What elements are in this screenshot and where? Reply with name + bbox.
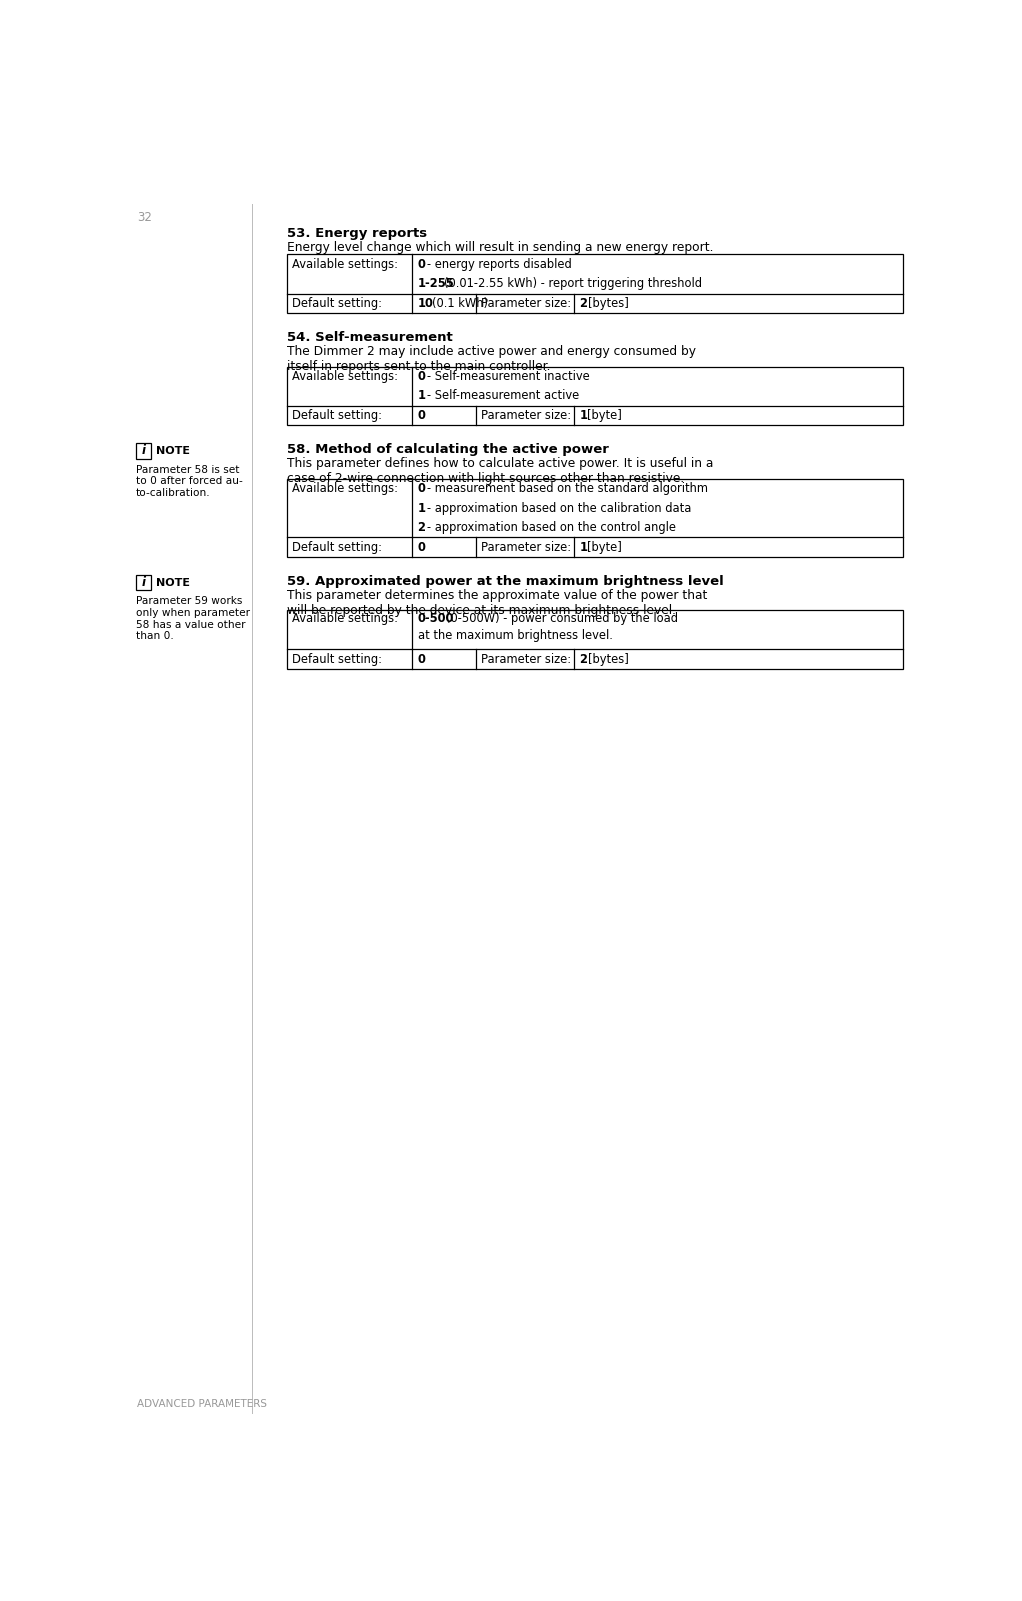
Text: 2: 2 — [579, 298, 588, 311]
Text: Parameter size:: Parameter size: — [481, 298, 571, 311]
Text: - approximation based on the calibration data: - approximation based on the calibration… — [426, 501, 691, 514]
Text: 2: 2 — [418, 522, 425, 535]
Text: Default setting:: Default setting: — [292, 541, 382, 554]
Text: 58. Method of calculating the active power: 58. Method of calculating the active pow… — [286, 443, 608, 456]
Text: 0: 0 — [418, 482, 425, 495]
Text: 0: 0 — [418, 410, 425, 423]
Text: Energy level change which will result in sending a new energy report.: Energy level change which will result in… — [286, 240, 713, 253]
Text: 0: 0 — [418, 258, 425, 271]
Text: 1: 1 — [418, 389, 425, 402]
Text: Parameter 58 is set
to 0 after forced au-
to-calibration.: Parameter 58 is set to 0 after forced au… — [136, 464, 242, 498]
Text: 0: 0 — [418, 653, 425, 666]
Text: (0.1 kWh): (0.1 kWh) — [431, 298, 487, 311]
Text: Available settings:: Available settings: — [292, 258, 398, 271]
Bar — [286, 610, 902, 669]
Text: [bytes]: [bytes] — [589, 653, 630, 666]
Bar — [286, 255, 902, 314]
Text: - Self-measurement active: - Self-measurement active — [426, 389, 578, 402]
Text: This parameter determines the approximate value of the power that
will be report: This parameter determines the approximat… — [286, 589, 707, 616]
Text: ADVANCED PARAMETERS: ADVANCED PARAMETERS — [137, 1399, 267, 1409]
Text: - approximation based on the control angle: - approximation based on the control ang… — [426, 522, 676, 535]
Text: This parameter defines how to calculate active power. It is useful in a
case of : This parameter defines how to calculate … — [286, 456, 713, 485]
Text: Parameter size:: Parameter size: — [481, 410, 571, 423]
Text: i: i — [141, 445, 145, 458]
Text: Parameter 59 works
only when parameter
58 has a value other
than 0.: Parameter 59 works only when parameter 5… — [136, 596, 249, 640]
Text: Available settings:: Available settings: — [292, 482, 398, 495]
Text: 54. Self-measurement: 54. Self-measurement — [286, 331, 453, 344]
Text: Parameter size:: Parameter size: — [481, 541, 571, 554]
Text: 1: 1 — [418, 501, 425, 514]
Text: 1: 1 — [579, 541, 588, 554]
Text: Parameter size:: Parameter size: — [481, 653, 571, 666]
Text: The Dimmer 2 may include active power and energy consumed by
itself in reports s: The Dimmer 2 may include active power an… — [286, 344, 696, 373]
Text: NOTE: NOTE — [156, 445, 190, 456]
Text: - energy reports disabled: - energy reports disabled — [426, 258, 571, 271]
Text: Available settings:: Available settings: — [292, 370, 398, 383]
Text: [bytes]: [bytes] — [589, 298, 630, 311]
Bar — [136, 575, 151, 591]
Text: Default setting:: Default setting: — [292, 410, 382, 423]
Text: - measurement based on the standard algorithm: - measurement based on the standard algo… — [426, 482, 707, 495]
Text: - Self-measurement inactive: - Self-measurement inactive — [426, 370, 590, 383]
Text: 0: 0 — [418, 541, 425, 554]
Text: at the maximum brightness level.: at the maximum brightness level. — [418, 629, 612, 642]
Bar — [286, 479, 902, 557]
Text: 2: 2 — [579, 653, 588, 666]
Text: 10: 10 — [418, 298, 433, 311]
Text: (0-500W) - power consumed by the load: (0-500W) - power consumed by the load — [446, 612, 678, 624]
Text: NOTE: NOTE — [156, 578, 190, 588]
Text: 53. Energy reports: 53. Energy reports — [286, 227, 427, 240]
Bar — [286, 367, 902, 426]
Text: [byte]: [byte] — [587, 541, 622, 554]
Bar — [136, 443, 151, 458]
Text: 32: 32 — [137, 211, 152, 224]
Text: Default setting:: Default setting: — [292, 298, 382, 311]
Text: Default setting:: Default setting: — [292, 653, 382, 666]
Text: (0.01-2.55 kWh) - report triggering threshold: (0.01-2.55 kWh) - report triggering thre… — [445, 277, 702, 290]
Text: 1: 1 — [579, 410, 588, 423]
Text: 0: 0 — [418, 370, 425, 383]
Text: 59. Approximated power at the maximum brightness level: 59. Approximated power at the maximum br… — [286, 575, 724, 588]
Text: i: i — [141, 576, 145, 589]
Text: [byte]: [byte] — [587, 410, 622, 423]
Text: 0-500: 0-500 — [418, 612, 454, 624]
Text: 1-255: 1-255 — [418, 277, 455, 290]
Text: Available settings:: Available settings: — [292, 612, 398, 624]
